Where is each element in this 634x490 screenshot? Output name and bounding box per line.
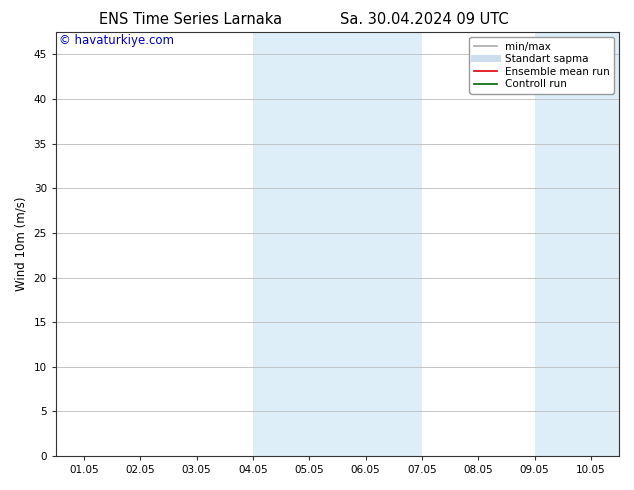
Text: Sa. 30.04.2024 09 UTC: Sa. 30.04.2024 09 UTC <box>340 12 509 27</box>
Y-axis label: Wind 10m (m/s): Wind 10m (m/s) <box>15 197 28 292</box>
Bar <box>253 32 422 456</box>
Text: © havaturkiye.com: © havaturkiye.com <box>59 34 174 47</box>
Text: ENS Time Series Larnaka: ENS Time Series Larnaka <box>99 12 281 27</box>
Legend: min/max, Standart sapma, Ensemble mean run, Controll run: min/max, Standart sapma, Ensemble mean r… <box>469 37 614 94</box>
Bar <box>534 32 634 456</box>
